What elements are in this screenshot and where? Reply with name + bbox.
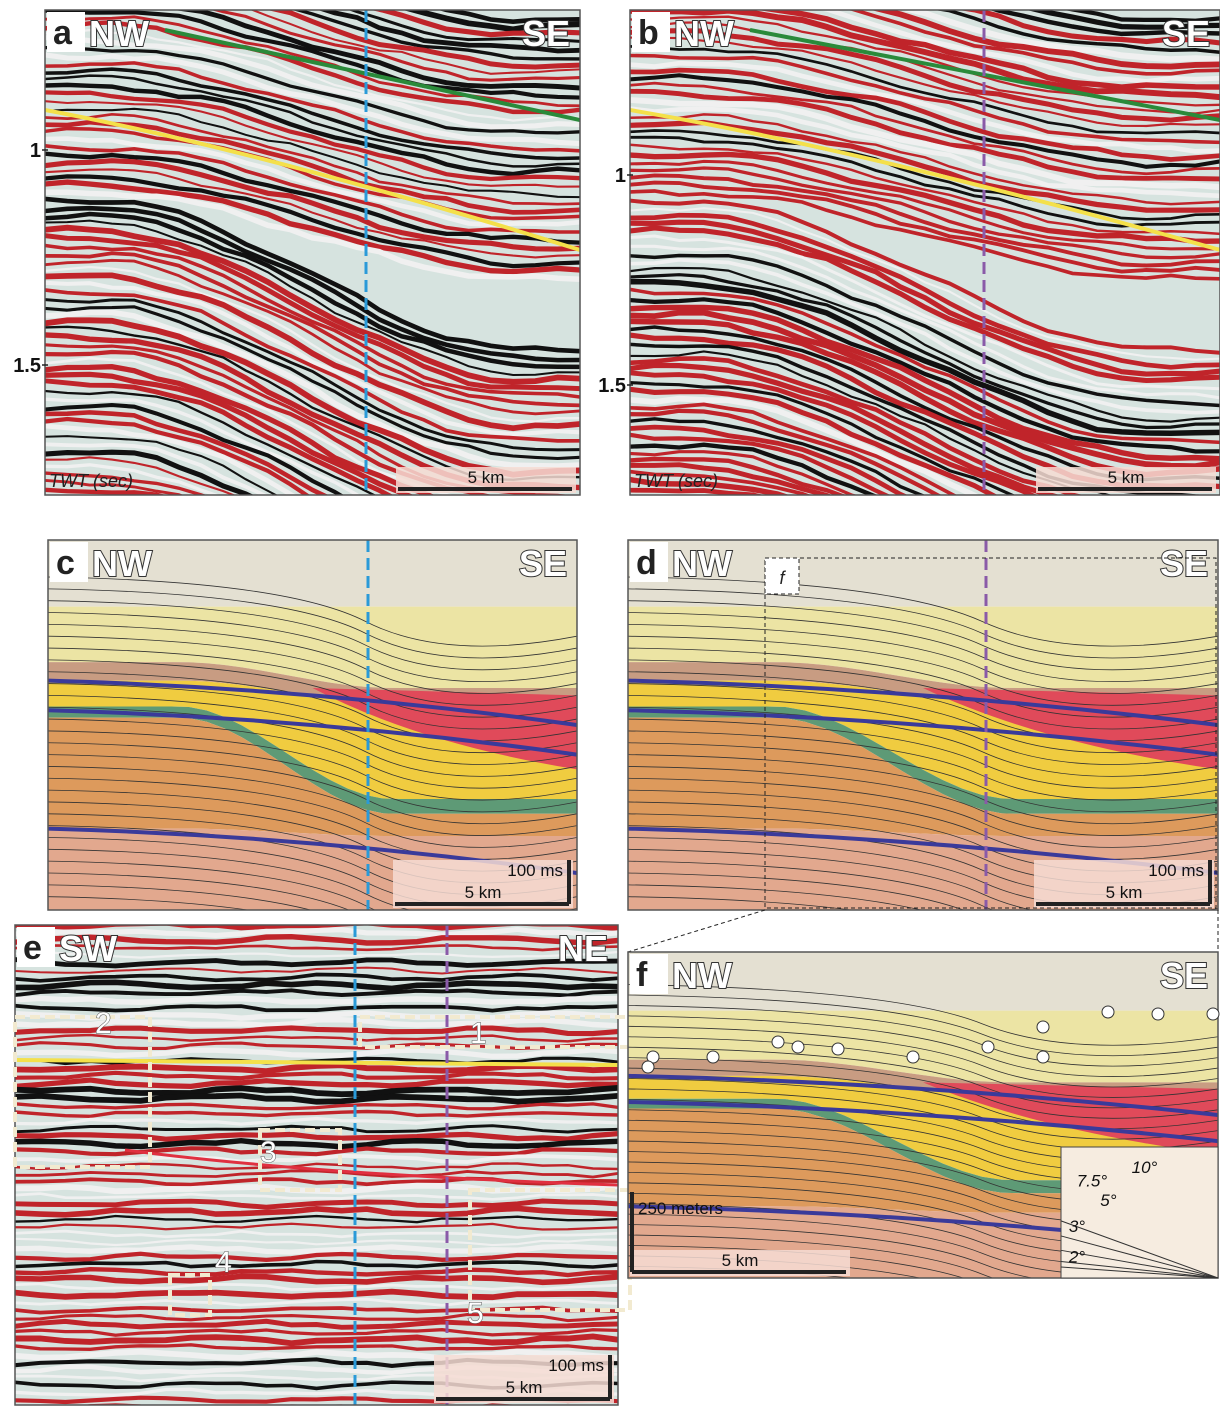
panel-letter: f [636, 956, 648, 994]
reflector [15, 916, 618, 920]
reflector [15, 998, 618, 1002]
box-number: 5 [467, 1297, 484, 1330]
marker [707, 1051, 719, 1063]
marker [1152, 1008, 1164, 1020]
direction-left: NW [672, 543, 732, 584]
scale-label: 5 km [465, 883, 502, 902]
marker [1037, 1021, 1049, 1033]
direction-left: SW [59, 928, 117, 969]
angle-label: 5° [1100, 1191, 1116, 1210]
direction-right: SE [522, 13, 570, 54]
scale-label: 5 km [468, 468, 505, 487]
box-number: 4 [215, 1246, 232, 1279]
scale-label: 5 km [1108, 468, 1145, 487]
panel-letter: c [56, 544, 75, 582]
marker [1207, 1008, 1219, 1020]
panel-letter: b [638, 14, 659, 52]
marker [772, 1036, 784, 1048]
marker [1037, 1051, 1049, 1063]
axis-title: TWT (sec) [49, 471, 133, 491]
marker [907, 1051, 919, 1063]
marker [642, 1061, 654, 1073]
direction-right: NE [558, 928, 608, 969]
panel [48, 540, 577, 984]
scale-label: 5 km [1106, 883, 1143, 902]
scale-label: 5 km [506, 1378, 543, 1397]
time-label: 100 ms [548, 1356, 604, 1375]
tick-label: 1 [30, 140, 41, 162]
direction-right: SE [1162, 13, 1210, 54]
angle-label: 3° [1069, 1217, 1085, 1236]
marker [832, 1043, 844, 1055]
box-number: 2 [95, 1007, 112, 1040]
marker [982, 1041, 994, 1053]
scale-label: 5 km [722, 1251, 759, 1270]
direction-left: NW [674, 13, 734, 54]
direction-left: NW [89, 13, 149, 54]
direction-right: SE [1160, 543, 1208, 584]
direction-right: SE [1160, 955, 1208, 996]
zoom-link [628, 910, 765, 952]
axis-title: TWT (sec) [634, 471, 718, 491]
box-number: 3 [260, 1136, 277, 1169]
tick-label: 1 [615, 165, 626, 187]
figure: a NW SE 5 km TWT (sec) 1 1.5 b NW SE 5 km TWT (sec)… [0, 0, 1220, 1409]
time-label: 100 ms [1148, 861, 1204, 880]
angle-label: 2° [1068, 1247, 1085, 1266]
vbar-label: 250 meters [638, 1199, 723, 1218]
tick-label: 1.5 [13, 355, 41, 377]
panel [628, 540, 1218, 984]
panel-letter: a [53, 14, 73, 52]
angle-label: 10° [1132, 1158, 1158, 1177]
direction-left: NW [672, 955, 732, 996]
marker [792, 1041, 804, 1053]
panel-letter: d [636, 544, 657, 582]
box-number: 1 [470, 1017, 487, 1050]
marker [1102, 1006, 1114, 1018]
tick-label: 1.5 [598, 375, 626, 397]
panel-letter: e [23, 929, 42, 967]
direction-left: NW [92, 543, 152, 584]
direction-right: SE [519, 543, 567, 584]
angle-label: 7.5° [1077, 1171, 1108, 1190]
time-label: 100 ms [507, 861, 563, 880]
seismic-bg [630, 10, 1220, 495]
